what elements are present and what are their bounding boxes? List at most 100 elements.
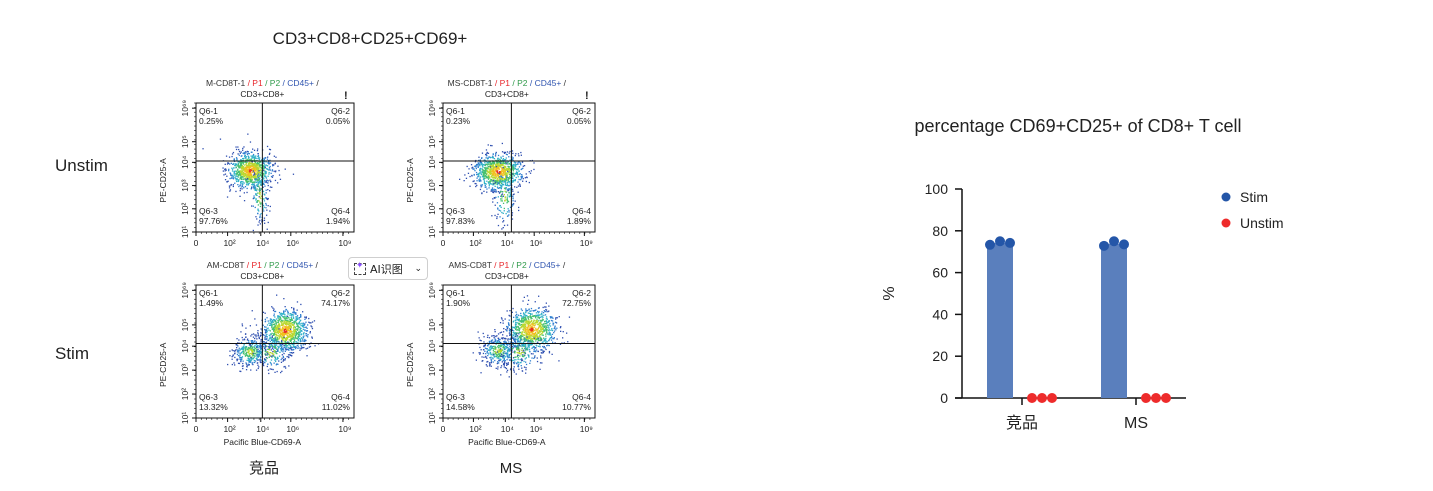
event-dot	[254, 181, 256, 183]
event-dot	[522, 313, 525, 315]
event-dot	[490, 167, 492, 170]
event-dot	[273, 354, 275, 357]
event-dot	[519, 328, 521, 330]
event-dot	[278, 323, 280, 325]
event-dot	[255, 176, 257, 178]
event-dot	[512, 194, 514, 196]
event-dot	[291, 338, 293, 340]
event-dot	[512, 351, 514, 353]
event-dot	[258, 172, 261, 174]
event-dot	[497, 158, 499, 160]
event-dot	[481, 157, 483, 159]
event-dot	[247, 178, 249, 180]
event-dot	[278, 360, 280, 362]
event-dot	[520, 308, 522, 310]
event-dot	[509, 331, 511, 333]
event-dot	[509, 334, 511, 336]
event-dot	[290, 334, 292, 337]
event-dot	[482, 352, 485, 355]
event-dot	[275, 340, 277, 342]
event-dot	[494, 352, 497, 354]
event-dot	[519, 338, 521, 340]
event-dot	[302, 339, 304, 341]
event-dot	[480, 163, 482, 165]
event-dot	[549, 337, 552, 339]
event-dot	[551, 320, 554, 322]
event-dot	[531, 319, 533, 322]
event-dot	[267, 320, 269, 322]
event-dot	[222, 167, 224, 169]
event-dot	[505, 346, 507, 348]
event-dot	[275, 156, 277, 158]
event-dot	[264, 175, 266, 177]
flow-events	[227, 294, 320, 375]
event-dot	[501, 349, 503, 351]
event-dot	[506, 175, 508, 177]
event-dot	[246, 365, 248, 367]
event-dot	[260, 179, 263, 181]
event-dot	[528, 348, 531, 350]
event-dot	[537, 314, 539, 316]
event-dot	[259, 352, 261, 354]
event-dot	[241, 181, 243, 183]
event-dot	[488, 181, 490, 183]
event-dot	[508, 209, 510, 212]
event-dot	[239, 188, 242, 190]
event-dot	[280, 336, 282, 338]
event-dot	[526, 321, 528, 323]
event-dot	[272, 340, 274, 342]
event-dot	[496, 351, 498, 353]
event-dot	[506, 154, 508, 156]
event-dot	[228, 168, 230, 170]
event-dot	[269, 210, 271, 212]
event-dot	[253, 352, 256, 354]
event-dot	[514, 164, 516, 166]
event-dot	[275, 332, 277, 334]
event-dot	[521, 319, 523, 322]
event-dot	[527, 316, 529, 318]
event-dot	[531, 330, 533, 332]
event-dot	[512, 167, 515, 169]
event-dot	[481, 356, 483, 358]
event-dot	[288, 365, 290, 367]
event-dot	[260, 181, 263, 184]
event-dot	[514, 173, 516, 175]
event-dot	[286, 337, 289, 340]
event-dot	[281, 328, 283, 330]
event-dot	[528, 338, 531, 340]
event-dot	[235, 163, 237, 165]
event-dot	[519, 163, 521, 165]
event-dot	[276, 326, 278, 328]
gate-path: MS-CD8T-1 / P1 / P2 / CD45+ /	[448, 78, 567, 88]
event-dot	[501, 181, 503, 183]
event-dot	[271, 176, 274, 178]
event-dot	[259, 219, 261, 222]
event-dot	[307, 324, 309, 326]
event-dot	[537, 323, 539, 326]
event-dot	[272, 338, 275, 340]
event-dot	[493, 190, 496, 192]
event-dot	[500, 348, 502, 350]
event-dot	[240, 174, 242, 176]
event-dot	[237, 362, 240, 364]
event-dot	[515, 168, 517, 170]
event-dot	[273, 332, 275, 334]
event-dot	[503, 347, 505, 349]
event-dot	[538, 295, 540, 297]
event-dot	[554, 321, 557, 323]
event-dot	[305, 339, 307, 342]
event-dot	[272, 164, 274, 166]
event-dot	[480, 372, 482, 374]
event-dot	[499, 355, 501, 358]
event-dot	[529, 362, 531, 364]
event-dot	[269, 318, 272, 320]
event-dot	[274, 162, 276, 164]
event-dot	[540, 330, 542, 332]
event-dot	[256, 157, 258, 160]
event-dot	[540, 319, 543, 322]
event-dot	[532, 315, 534, 317]
event-dot	[272, 307, 274, 309]
event-dot	[287, 325, 290, 327]
event-dot	[252, 157, 254, 159]
event-dot	[257, 148, 259, 150]
